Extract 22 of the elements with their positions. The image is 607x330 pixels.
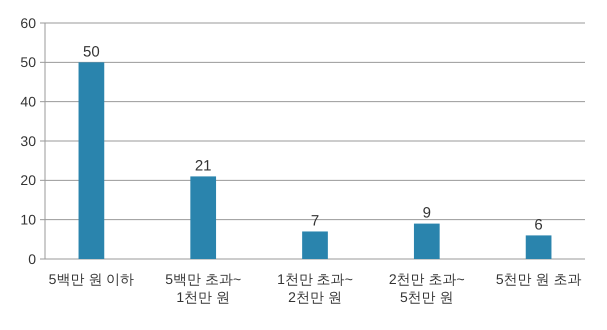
- data-label: 7: [310, 212, 320, 230]
- x-tick-label: 5백만 초과~ 1천만 원: [165, 270, 242, 306]
- x-tick-label: 1천만 초과~ 2천만 원: [277, 270, 353, 306]
- data-label: 9: [422, 204, 431, 222]
- data-label: 50: [83, 43, 100, 60]
- data-label: 21: [194, 157, 212, 174]
- bar: [302, 231, 328, 259]
- y-tick-label: 50: [20, 54, 36, 70]
- y-tick-label: 20: [20, 172, 36, 188]
- x-tick-label: 2천만 초과~ 5천만 원: [388, 270, 465, 306]
- x-tick-label: 5백만 원 이하: [48, 270, 134, 287]
- x-tick-label: 5천만 원 초과: [496, 270, 582, 287]
- bar: [78, 62, 104, 259]
- bar: [414, 224, 440, 259]
- bar: [526, 235, 552, 259]
- y-tick-label: 10: [20, 212, 36, 228]
- y-tick-label: 60: [20, 14, 36, 31]
- data-label: 6: [534, 216, 543, 234]
- y-tick-label: 0: [28, 250, 36, 267]
- y-tick-label: 30: [20, 132, 36, 149]
- y-tick-label: 40: [20, 94, 36, 110]
- bar: [190, 176, 216, 259]
